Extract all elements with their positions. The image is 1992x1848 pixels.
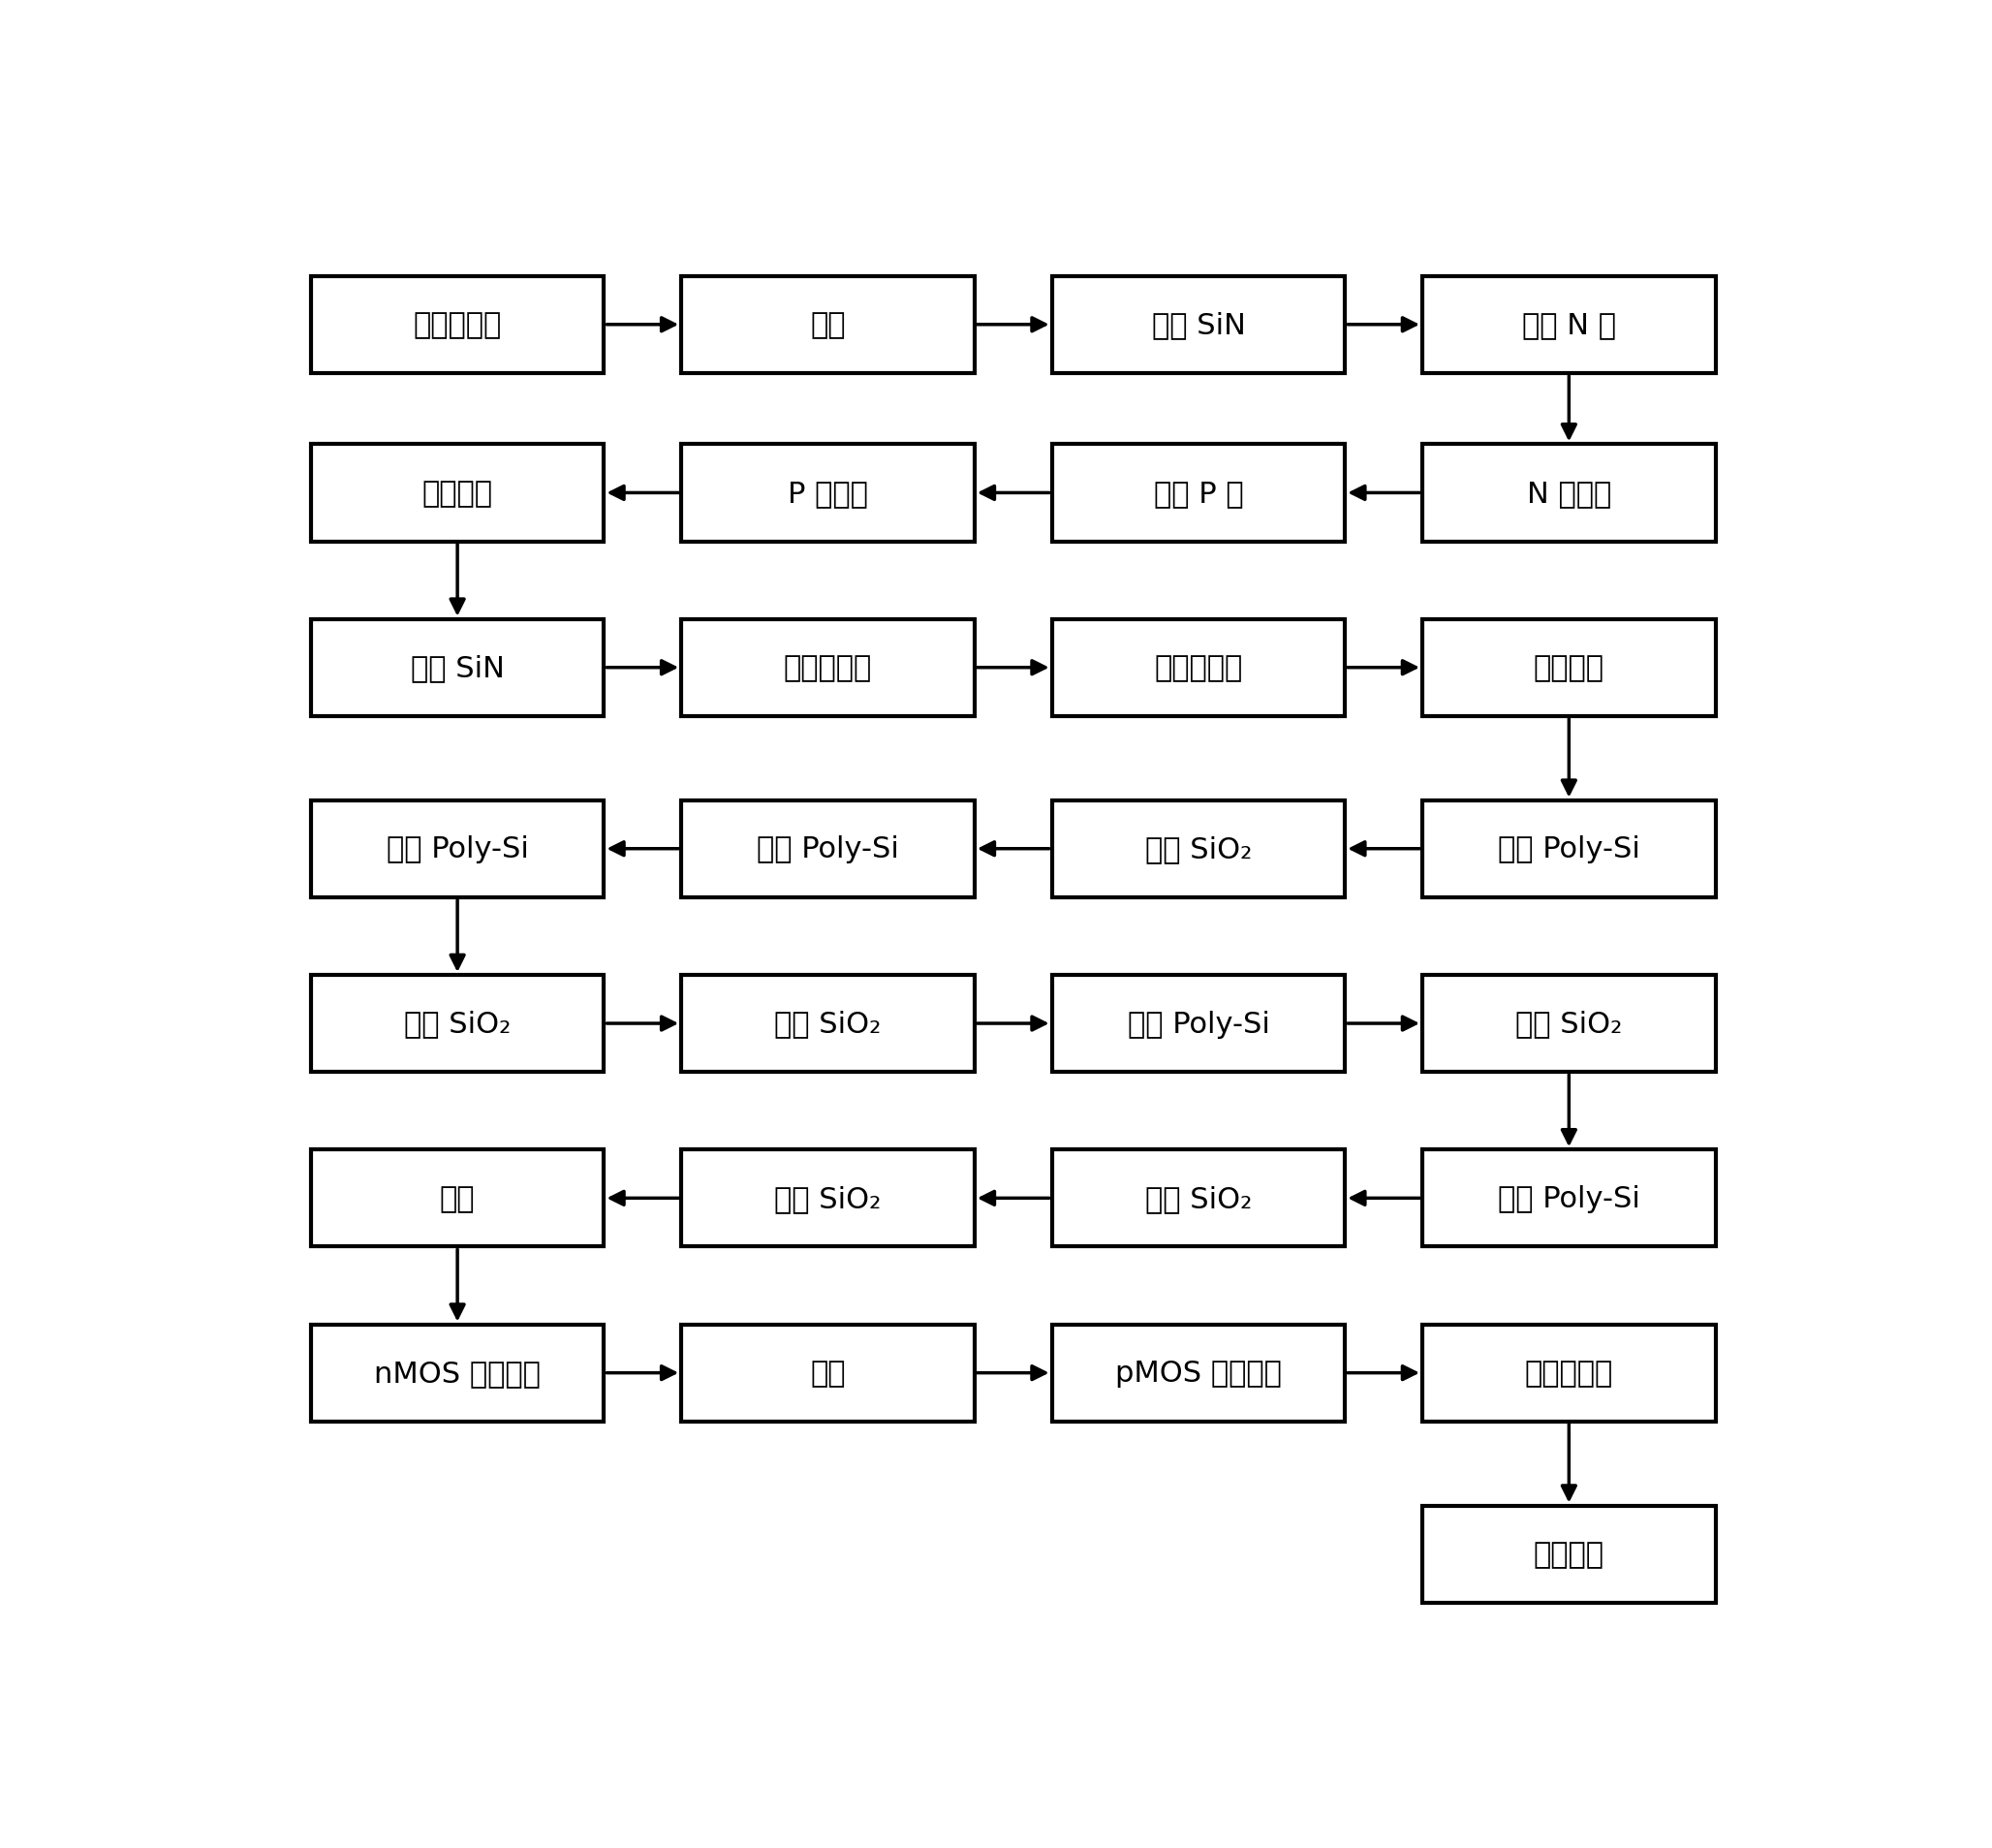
Text: 光刻: 光刻 xyxy=(811,1358,847,1388)
FancyBboxPatch shape xyxy=(311,277,604,373)
Text: 刻蚀 SiO₂: 刻蚀 SiO₂ xyxy=(775,1009,880,1039)
FancyBboxPatch shape xyxy=(311,1325,604,1421)
FancyBboxPatch shape xyxy=(1422,1506,1715,1602)
FancyBboxPatch shape xyxy=(1052,976,1345,1072)
Text: 光刻 N 阱: 光刻 N 阱 xyxy=(1522,310,1616,340)
Text: pMOS 源漏注入: pMOS 源漏注入 xyxy=(1116,1358,1281,1388)
Text: 氧化: 氧化 xyxy=(811,310,847,340)
FancyBboxPatch shape xyxy=(1052,1325,1345,1421)
FancyBboxPatch shape xyxy=(1422,800,1715,898)
Text: 光刻隔离区: 光刻隔离区 xyxy=(783,654,872,682)
Text: N 阱注入: N 阱注入 xyxy=(1526,479,1612,508)
FancyBboxPatch shape xyxy=(681,619,974,717)
Text: 淀积 Poly-Si: 淀积 Poly-Si xyxy=(1498,835,1639,863)
FancyBboxPatch shape xyxy=(681,800,974,898)
FancyBboxPatch shape xyxy=(681,1149,974,1247)
FancyBboxPatch shape xyxy=(1422,976,1715,1072)
FancyBboxPatch shape xyxy=(311,445,604,541)
FancyBboxPatch shape xyxy=(1422,619,1715,717)
Text: 淀积 Poly-Si: 淀积 Poly-Si xyxy=(757,835,898,863)
FancyBboxPatch shape xyxy=(311,619,604,717)
Text: 薄栅氧化: 薄栅氧化 xyxy=(1534,654,1604,682)
Text: 刻蚀 Poly-Si: 刻蚀 Poly-Si xyxy=(1127,1009,1269,1039)
Text: 光刻引线: 光刻引线 xyxy=(1534,1539,1604,1569)
Text: 光刻: 光刻 xyxy=(440,1185,476,1212)
Text: P 阱注入: P 阱注入 xyxy=(787,479,869,508)
FancyBboxPatch shape xyxy=(681,1325,974,1421)
FancyBboxPatch shape xyxy=(1422,1149,1715,1247)
Text: 选择衬底片: 选择衬底片 xyxy=(412,310,502,340)
FancyBboxPatch shape xyxy=(1052,445,1345,541)
FancyBboxPatch shape xyxy=(1422,445,1715,541)
Text: 光刻 P 阱: 光刻 P 阱 xyxy=(1153,479,1243,508)
Text: 刻蚀 Poly-Si: 刻蚀 Poly-Si xyxy=(1498,1185,1639,1212)
FancyBboxPatch shape xyxy=(681,976,974,1072)
Text: 光刻引线孔: 光刻引线孔 xyxy=(1524,1358,1614,1388)
Text: 光刻 Poly-Si: 光刻 Poly-Si xyxy=(386,835,528,863)
FancyBboxPatch shape xyxy=(1422,277,1715,373)
Text: 刻蚀 SiO₂: 刻蚀 SiO₂ xyxy=(775,1185,880,1212)
Text: 淀积 SiO₂: 淀积 SiO₂ xyxy=(1145,835,1251,863)
FancyBboxPatch shape xyxy=(311,1149,604,1247)
Text: 淀积 SiO₂: 淀积 SiO₂ xyxy=(1145,1185,1251,1212)
Text: 刻蚀 SiO₂: 刻蚀 SiO₂ xyxy=(1516,1009,1621,1039)
FancyBboxPatch shape xyxy=(1052,1149,1345,1247)
FancyBboxPatch shape xyxy=(311,976,604,1072)
FancyBboxPatch shape xyxy=(681,277,974,373)
Text: 淀积 SiN: 淀积 SiN xyxy=(1151,310,1245,340)
FancyBboxPatch shape xyxy=(681,445,974,541)
Text: nMOS 源漏注入: nMOS 源漏注入 xyxy=(374,1358,540,1388)
Text: 双阱推进: 双阱推进 xyxy=(422,479,492,508)
FancyBboxPatch shape xyxy=(1052,619,1345,717)
FancyBboxPatch shape xyxy=(311,800,604,898)
FancyBboxPatch shape xyxy=(1422,1325,1715,1421)
FancyBboxPatch shape xyxy=(1052,800,1345,898)
FancyBboxPatch shape xyxy=(1052,277,1345,373)
Text: 淀积 SiO₂: 淀积 SiO₂ xyxy=(404,1009,510,1039)
Text: 局部场氧化: 局部场氧化 xyxy=(1153,654,1243,682)
Text: 淀积 SiN: 淀积 SiN xyxy=(410,654,504,682)
